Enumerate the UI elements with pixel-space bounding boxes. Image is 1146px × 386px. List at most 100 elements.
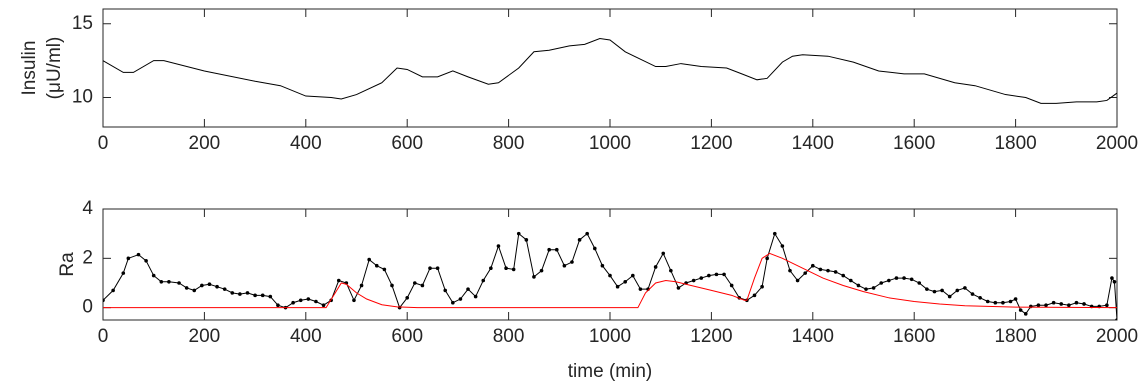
y-tick-label: 10 — [72, 87, 93, 108]
x-tick-label: 1600 — [893, 133, 935, 154]
data-point — [184, 286, 189, 290]
data-point — [947, 294, 952, 299]
data-point — [669, 268, 673, 273]
data-point — [887, 278, 891, 283]
x-tick-label: 1200 — [690, 326, 732, 347]
data-point — [268, 294, 273, 299]
data-point — [245, 291, 250, 295]
x-tick-label: 2000 — [1096, 326, 1138, 347]
data-point — [481, 278, 486, 283]
data-point — [276, 303, 280, 308]
data-point — [473, 294, 478, 299]
data-point — [458, 297, 463, 301]
data-point — [699, 276, 704, 280]
data-point — [466, 287, 470, 291]
data-point — [126, 256, 131, 261]
data-point — [397, 305, 402, 310]
data-point — [772, 231, 777, 236]
data-point — [871, 286, 876, 290]
data-point — [532, 275, 536, 279]
data-point — [443, 288, 448, 293]
data-point — [729, 283, 734, 288]
x-tick-label: 600 — [391, 326, 423, 347]
x-tick-label: 600 — [391, 133, 423, 154]
data-point — [856, 283, 861, 288]
data-point — [803, 271, 807, 275]
data-point — [121, 271, 126, 275]
data-point — [111, 288, 115, 293]
x-tick-label: 800 — [493, 133, 525, 154]
data-point — [714, 272, 719, 277]
x-tick-label: 1400 — [792, 326, 834, 347]
data-point — [722, 272, 726, 277]
data-point — [336, 278, 341, 283]
x-tick-label: 1000 — [589, 133, 631, 154]
data-point — [177, 281, 181, 285]
y-tick-label: 15 — [72, 13, 93, 34]
data-point — [321, 303, 326, 308]
data-point — [420, 283, 425, 288]
data-point — [653, 265, 658, 269]
data-point — [451, 300, 455, 305]
data-point — [367, 257, 371, 262]
x-tick-label: 1000 — [589, 326, 631, 347]
data-point — [993, 300, 998, 305]
data-point — [963, 286, 967, 290]
data-point — [623, 279, 628, 284]
data-point — [504, 266, 508, 271]
x-tick-label: 400 — [290, 326, 322, 347]
data-line — [103, 37, 1117, 104]
data-point — [1059, 302, 1064, 306]
data-point — [760, 284, 764, 289]
data-point — [631, 273, 635, 278]
data-point — [207, 282, 212, 287]
data-point — [103, 298, 105, 303]
data-point — [788, 268, 792, 273]
data-point — [841, 273, 846, 278]
x-axis-label: time (min) — [568, 361, 652, 382]
data-point — [1008, 299, 1013, 304]
data-point — [144, 259, 148, 263]
data-point — [940, 288, 944, 293]
data-point — [306, 297, 311, 301]
data-point — [413, 281, 417, 285]
data-point — [314, 299, 318, 304]
x-tick-label: 0 — [98, 133, 109, 154]
data-point — [638, 287, 643, 291]
data-point — [222, 287, 227, 291]
data-point — [1013, 297, 1018, 301]
data-point — [970, 292, 975, 296]
data-point — [253, 293, 257, 298]
data-point — [554, 247, 559, 252]
data-point — [707, 273, 711, 278]
x-tick-label: 1800 — [994, 326, 1036, 347]
data-point — [215, 284, 219, 289]
x-tick-label: 400 — [290, 133, 322, 154]
data-point — [136, 252, 141, 257]
data-point — [167, 279, 171, 284]
data-point — [925, 287, 929, 291]
data-point — [390, 283, 394, 288]
data-point — [902, 276, 906, 280]
data-point — [192, 288, 197, 293]
data-point — [1051, 300, 1056, 305]
data-point — [1044, 303, 1048, 308]
data-point — [1105, 303, 1109, 308]
data-point — [230, 291, 235, 295]
data-point — [539, 268, 544, 273]
data-point — [238, 292, 242, 296]
x-tick-label: 200 — [189, 326, 221, 347]
data-point — [1018, 308, 1023, 312]
x-tick-label: 200 — [189, 133, 221, 154]
data-point — [489, 266, 493, 271]
data-point — [826, 268, 830, 273]
data-point — [524, 238, 529, 242]
y-axis-label: (μU/ml) — [44, 37, 65, 100]
data-point — [374, 263, 379, 268]
data-point — [849, 278, 853, 283]
data-point — [298, 298, 303, 303]
data-point — [765, 256, 769, 261]
data-point — [932, 289, 937, 294]
data-point — [661, 251, 666, 256]
